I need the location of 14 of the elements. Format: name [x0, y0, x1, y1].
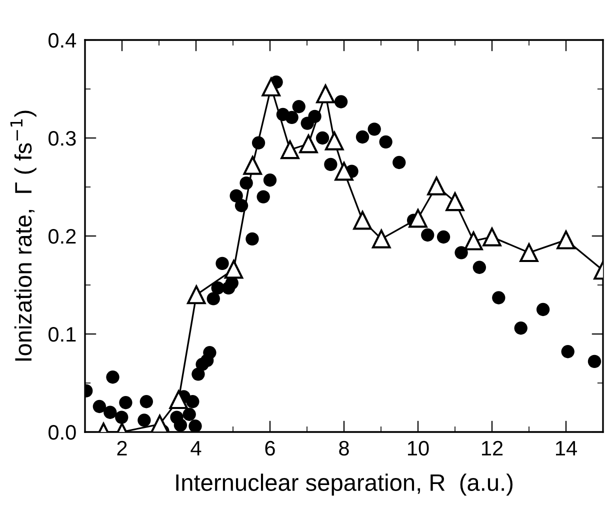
x-tick-label: 10 [408, 440, 429, 456]
x-tick-label: 12 [482, 440, 503, 456]
y-tick-label: 0.4 [48, 33, 76, 48]
y-axis-title: Ionization rate, Γ ( fs$^{−1}$) [10, 110, 36, 361]
y-tick-label: 0.1 [48, 327, 76, 342]
x-tick-label: 4 [190, 441, 202, 456]
y-tick-label: 0.0 [48, 425, 76, 440]
x-tick-label: 2 [117, 440, 127, 456]
y-tick-label: 0.3 [48, 131, 76, 146]
x-axis-title: Internuclear separation, R (a.u.) [176, 474, 512, 496]
x-tick-label: 8 [339, 440, 349, 456]
x-tick-label: 6 [265, 440, 275, 456]
x-tick-label: 14 [556, 441, 577, 456]
y-tick-label: 0.2 [48, 229, 76, 244]
